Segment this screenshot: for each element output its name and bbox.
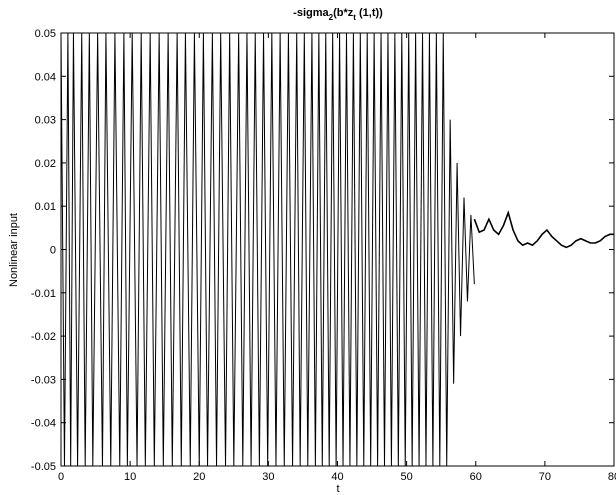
y-tick-label: 0.04 (35, 71, 56, 83)
chart-title-sub-2: t (353, 13, 356, 22)
series-line-2 (473, 210, 614, 249)
y-axis-label: Nonlinear input (8, 213, 20, 287)
x-tick-label: 20 (193, 471, 205, 483)
y-tick-label: 0 (50, 245, 56, 257)
series-line-1 (61, 33, 475, 466)
x-tick-label: 30 (262, 471, 274, 483)
x-axis-label: t (336, 483, 339, 495)
x-tick-label: 10 (124, 471, 136, 483)
x-tick-label: 50 (401, 471, 413, 483)
chart-title-part-2: (b*z (333, 7, 354, 19)
x-tick-label: 70 (539, 471, 551, 483)
y-tick-label: -0.04 (31, 418, 56, 430)
chart-title: -sigma2(b*zt (1,t)) (293, 7, 383, 22)
y-tick-label: 0.05 (35, 28, 56, 40)
chart-title-sub-1: 2 (329, 13, 334, 22)
y-tick-label: 0.02 (35, 158, 56, 170)
y-tick-label: -0.02 (31, 331, 56, 343)
series-layer (61, 33, 614, 466)
x-tick-label: 80 (608, 471, 616, 483)
chart-title-part-1: -sigma (293, 7, 329, 19)
axes-layer: 0 10 20 30 40 50 60 70 80 -0.05 -0.04 -0.03 -0.02 -0.… (31, 28, 616, 483)
y-tick-label: -0.01 (31, 288, 56, 300)
chart-title-part-3: (1,t)) (356, 7, 383, 19)
x-tick-label: 60 (470, 471, 482, 483)
x-tick-label: 0 (58, 471, 64, 483)
y-tick-label: -0.05 (31, 461, 56, 473)
y-tick-label: 0.01 (35, 201, 56, 213)
y-tick-label: -0.03 (31, 374, 56, 386)
y-tick-label: 0.03 (35, 115, 56, 127)
x-tick-label: 40 (331, 471, 343, 483)
